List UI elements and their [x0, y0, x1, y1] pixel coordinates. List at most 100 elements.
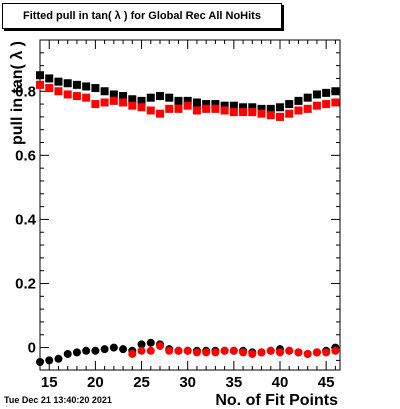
data-point-circle	[211, 348, 220, 357]
data-point-square	[109, 96, 118, 105]
data-point-square	[322, 88, 331, 97]
data-point-square	[266, 104, 275, 113]
data-point-square	[54, 87, 63, 96]
x-tick-label: 25	[133, 374, 150, 391]
data-point-square	[63, 90, 72, 99]
data-point-circle	[146, 338, 155, 347]
data-point-square	[276, 112, 284, 121]
data-point-square	[54, 77, 63, 86]
data-point-square	[82, 82, 91, 91]
data-point-square	[220, 106, 229, 115]
data-point-circle	[137, 346, 146, 355]
data-point-circle	[248, 349, 257, 358]
data-point-circle	[36, 357, 44, 366]
data-point-square	[276, 103, 284, 112]
data-point-circle	[82, 346, 91, 355]
data-point-circle	[63, 349, 72, 358]
data-point-square	[82, 93, 91, 102]
data-point-square	[137, 96, 146, 105]
data-point-square	[211, 104, 220, 113]
data-point-square	[229, 101, 238, 110]
data-point-square	[100, 87, 109, 96]
data-point-square	[202, 104, 211, 113]
data-point-circle	[100, 345, 109, 354]
data-point-circle	[285, 346, 294, 355]
data-point-square	[312, 101, 321, 110]
data-point-square	[137, 103, 146, 112]
data-point-square	[183, 96, 192, 105]
y-tick-label: 0.4	[15, 211, 37, 228]
axis-ticks: 15 20 25 30 35 40 45 0 0.2 0.4 0.6 0.8	[15, 39, 340, 391]
data-point-square	[183, 101, 192, 110]
data-point-circle	[303, 349, 312, 358]
data-point-circle	[312, 348, 321, 357]
data-point-square	[146, 93, 155, 102]
data-point-square	[322, 100, 331, 109]
data-point-circle	[294, 348, 303, 357]
data-point-square	[211, 100, 220, 109]
y-axis-label: pull in tan( λ )	[9, 41, 26, 145]
data-point-circle	[174, 346, 183, 355]
data-point-circle	[91, 346, 100, 355]
data-point-square	[91, 84, 100, 93]
data-point-square	[165, 104, 174, 113]
data-point-circle	[257, 348, 266, 357]
data-point-square	[100, 98, 109, 107]
data-point-circle	[72, 348, 81, 357]
data-point-square	[174, 96, 183, 105]
data-point-circle	[183, 346, 192, 355]
data-point-square	[312, 90, 321, 99]
data-point-circle	[146, 346, 155, 355]
data-point-square	[303, 93, 312, 102]
data-point-circle	[128, 349, 137, 358]
data-point-square	[239, 108, 248, 117]
data-point-square	[285, 100, 294, 109]
x-axis-label: No. of Fit Points	[215, 392, 338, 409]
data-point-square	[257, 109, 266, 118]
data-point-square	[45, 84, 54, 93]
data-point-square	[72, 92, 81, 101]
data-point-square	[36, 71, 44, 80]
x-tick-label: 40	[272, 374, 289, 391]
data-point-circle	[266, 346, 275, 355]
data-point-circle	[202, 348, 211, 357]
data-point-square	[220, 101, 229, 110]
data-point-square	[266, 111, 275, 120]
x-tick-label: 20	[87, 374, 104, 391]
data-point-square	[109, 90, 118, 99]
chart-title: Fitted pull in tan( λ ) for Global Rec A…	[23, 10, 261, 22]
data-point-square	[91, 100, 100, 109]
data-point-square	[294, 106, 303, 115]
x-tick-label: 30	[179, 374, 196, 391]
data-point-square	[156, 109, 164, 118]
data-point-square	[248, 108, 257, 117]
data-point-square	[165, 93, 174, 102]
data-point-square	[331, 87, 340, 96]
data-point-square	[156, 92, 164, 101]
data-point-circle	[276, 348, 284, 357]
data-point-square	[45, 74, 54, 83]
x-tick-label: 15	[41, 374, 58, 391]
data-point-circle	[322, 348, 331, 357]
timestamp: Tue Dec 21 13:40:20 2021	[4, 395, 112, 405]
data-point-square	[303, 104, 312, 113]
data-point-square	[257, 104, 266, 113]
data-point-square	[128, 101, 137, 110]
y-tick-label: 0.2	[15, 275, 36, 292]
data-point-circle	[54, 354, 63, 363]
data-point-square	[192, 106, 201, 115]
data-point-square	[119, 98, 128, 107]
data-point-circle	[192, 348, 201, 357]
x-tick-label: 35	[226, 374, 243, 391]
data-point-circle	[220, 346, 229, 355]
data-point-square	[229, 108, 238, 117]
data-point-circle	[137, 340, 146, 349]
data-point-square	[174, 104, 183, 113]
data-point-square	[239, 103, 248, 112]
data-point-square	[331, 98, 340, 107]
data-point-circle	[45, 356, 54, 365]
data-point-square	[119, 92, 128, 101]
data-point-square	[294, 96, 303, 105]
data-point-square	[192, 98, 201, 107]
